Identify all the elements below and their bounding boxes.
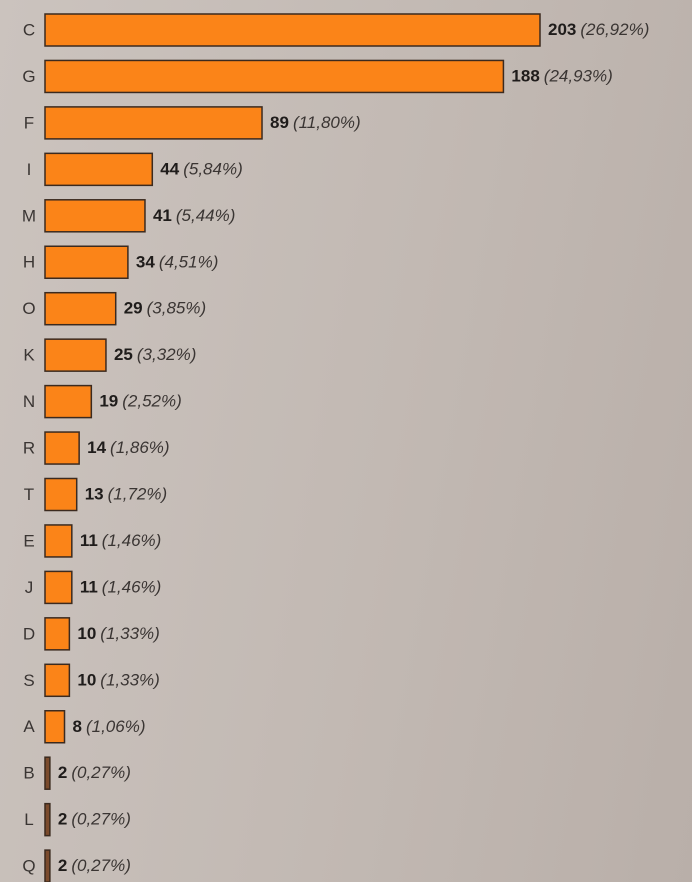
share: (1,33%): [100, 624, 160, 643]
value: 41: [153, 206, 172, 225]
category-label: A: [23, 717, 35, 736]
share: (4,51%): [159, 253, 219, 272]
value: 34: [136, 253, 155, 272]
value: 29: [124, 299, 143, 318]
share: (1,86%): [110, 439, 170, 458]
value: 2: [58, 810, 67, 829]
share: (26,92%): [580, 20, 649, 39]
value-label: 11 (1,46%): [80, 578, 162, 597]
value-label: 44 (5,84%): [160, 160, 242, 179]
bar: [44, 59, 505, 94]
bar: [44, 756, 51, 790]
bar: [44, 570, 73, 605]
share: (0,27%): [71, 810, 131, 829]
category-label: F: [24, 113, 34, 132]
category-label: C: [23, 20, 35, 39]
category-label: D: [23, 624, 35, 643]
value: 2: [58, 857, 67, 876]
bar: [44, 13, 541, 47]
value: 203: [548, 20, 576, 39]
category-label: Q: [22, 857, 35, 876]
bar: [44, 617, 71, 651]
value: 11: [80, 578, 98, 597]
share: (1,06%): [86, 717, 146, 736]
category-label: O: [22, 299, 35, 318]
category-label: I: [27, 160, 32, 179]
value-label: 188 (24,93%): [511, 67, 612, 86]
value: 19: [99, 392, 118, 411]
value-label: 89 (11,80%): [270, 113, 361, 132]
category-label: M: [22, 206, 36, 225]
value-label: 2 (0,27%): [58, 857, 131, 876]
share: (0,27%): [71, 857, 131, 876]
value: 11: [80, 531, 98, 550]
bar: [44, 106, 263, 140]
value-label: 2 (0,27%): [58, 764, 131, 783]
value-label: 34 (4,51%): [136, 253, 218, 272]
bar: [44, 338, 107, 372]
share: (24,93%): [544, 67, 613, 86]
bar: [44, 245, 129, 279]
share: (1,33%): [100, 671, 160, 690]
category-label: B: [23, 764, 34, 783]
bar: [44, 431, 80, 465]
share: (0,27%): [71, 764, 131, 783]
share: (5,44%): [176, 206, 236, 225]
value-label: 10 (1,33%): [77, 624, 159, 643]
bar: [44, 849, 51, 882]
value-label: 8 (1,06%): [73, 717, 146, 736]
bar: [44, 802, 51, 837]
value: 13: [85, 485, 104, 504]
value: 8: [73, 717, 82, 736]
category-label: H: [23, 253, 35, 272]
value: 10: [77, 671, 96, 690]
value-label: 14 (1,86%): [87, 439, 169, 458]
category-label: N: [23, 392, 35, 411]
bar: [44, 524, 73, 558]
category-label: J: [25, 578, 34, 597]
share: (11,80%): [293, 113, 361, 132]
value-label: 2 (0,27%): [58, 810, 131, 829]
category-label: S: [23, 671, 34, 690]
value-label: 11 (1,46%): [80, 531, 162, 550]
bar: [44, 663, 71, 698]
value-label: 41 (5,44%): [153, 206, 235, 225]
bar: [44, 384, 93, 419]
share: (2,52%): [122, 392, 182, 411]
bar: [44, 710, 66, 744]
bar: [44, 477, 78, 512]
bar: [44, 291, 117, 326]
category-label: E: [23, 531, 34, 550]
share: (1,46%): [102, 578, 162, 597]
category-label: R: [23, 439, 35, 458]
bar: [44, 199, 146, 233]
value: 10: [77, 624, 96, 643]
share: (3,32%): [137, 346, 197, 365]
value-label: 203 (26,92%): [548, 20, 649, 39]
value: 25: [114, 346, 133, 365]
value: 188: [511, 67, 539, 86]
value-label: 25 (3,32%): [114, 346, 196, 365]
value-label: 10 (1,33%): [77, 671, 159, 690]
share: (5,84%): [183, 160, 243, 179]
value-label: 13 (1,72%): [85, 485, 167, 504]
value-label: 29 (3,85%): [124, 299, 206, 318]
value: 2: [58, 764, 67, 783]
category-label: T: [24, 485, 34, 504]
share: (3,85%): [147, 299, 207, 318]
category-label: K: [23, 346, 35, 365]
category-label: L: [24, 810, 33, 829]
bar: [44, 152, 154, 187]
share: (1,72%): [108, 485, 168, 504]
value: 44: [160, 160, 179, 179]
share: (1,46%): [102, 531, 162, 550]
value-label: 19 (2,52%): [99, 392, 181, 411]
value: 89: [270, 113, 289, 132]
value: 14: [87, 439, 106, 458]
category-label: G: [22, 67, 35, 86]
